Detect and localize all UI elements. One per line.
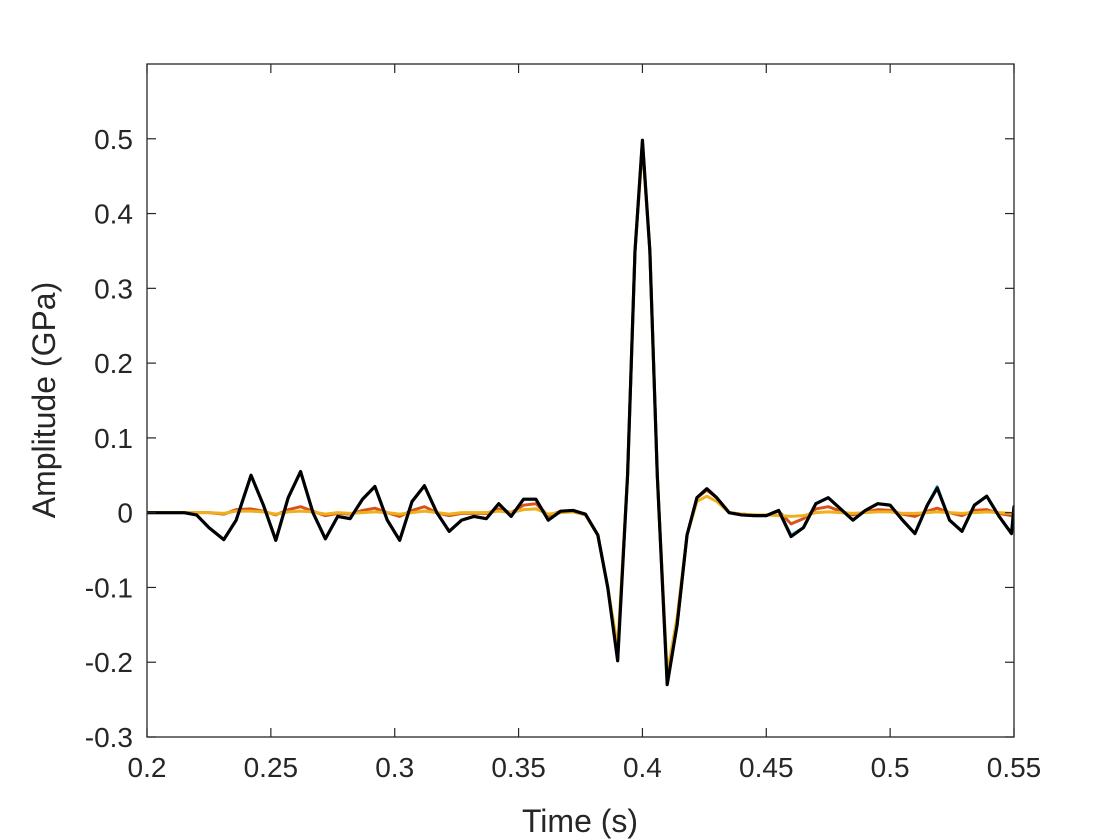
series-line-4 xyxy=(147,138,1014,687)
y-tick-label: 0.2 xyxy=(94,348,133,379)
x-tick-label: 0.55 xyxy=(987,752,1042,783)
x-tick-label: 0.3 xyxy=(375,752,414,783)
y-tick-label: -0.1 xyxy=(85,572,133,603)
x-tick-label: 0.45 xyxy=(739,752,794,783)
x-tick-label: 0.25 xyxy=(244,752,299,783)
axes-box xyxy=(146,63,1015,738)
x-tick-label: 0.2 xyxy=(128,752,167,783)
y-axis-label: Amplitude (GPa) xyxy=(26,282,62,519)
x-tick-label: 0.5 xyxy=(871,752,910,783)
plot-area xyxy=(147,64,1014,737)
x-axis-label: Time (s) xyxy=(522,803,638,839)
y-tick-label: 0.3 xyxy=(94,273,133,304)
y-tick-label: 0.5 xyxy=(94,124,133,155)
y-ticks: -0.3 -0.2 -0.1 0 0.1 0.2 0.3 0.4 0.5 xyxy=(85,124,1014,753)
y-tick-label: 0.1 xyxy=(94,423,133,454)
x-ticks: 0.2 0.25 0.3 0.35 0.4 0.45 0.5 0.55 xyxy=(128,64,1042,783)
y-tick-label: 0 xyxy=(117,498,133,529)
y-tick-label: 0.4 xyxy=(94,199,133,230)
x-tick-label: 0.4 xyxy=(623,752,662,783)
y-tick-label: -0.3 xyxy=(85,722,133,753)
series-layer xyxy=(147,138,1014,687)
y-tick-label: -0.2 xyxy=(85,647,133,678)
x-tick-label: 0.35 xyxy=(491,752,546,783)
